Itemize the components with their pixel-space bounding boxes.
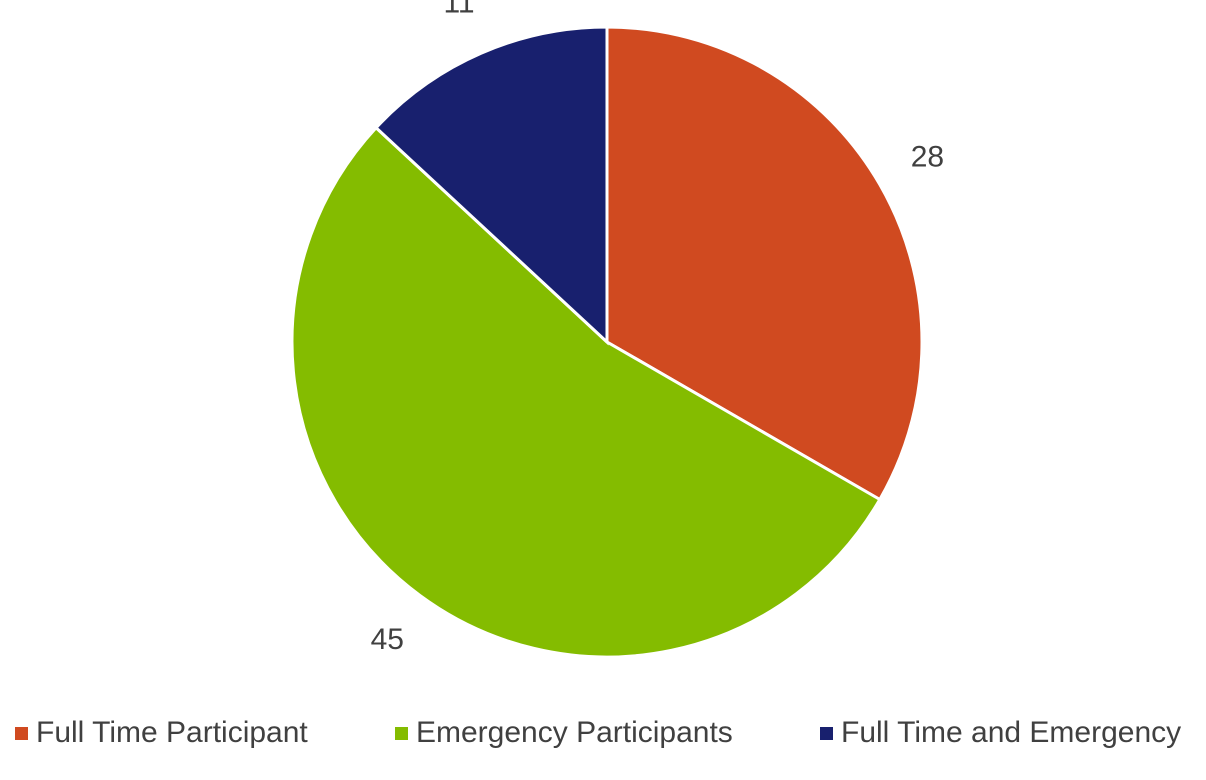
legend-item-full-time-participant: Full Time Participant: [15, 716, 308, 750]
pie-slice-emergency-participants: [290, 125, 882, 659]
legend-swatch: [15, 726, 28, 740]
data-label: 11: [443, 0, 474, 19]
legend: Full Time Participant Emergency Particip…: [0, 716, 1206, 756]
legend-item-emergency-participants: Emergency Participants: [395, 716, 733, 750]
legend-swatch: [395, 726, 408, 740]
data-labels-group: 28 45 11: [371, 0, 945, 656]
data-label: 28: [911, 141, 944, 174]
legend-item-full-time-and-emergency: Full Time and Emergency: [820, 716, 1181, 750]
legend-label: Full Time Participant: [36, 716, 308, 749]
legend-swatch: [820, 726, 833, 740]
pie-chart-plot: 28 45 11: [290, 0, 945, 659]
data-label: 45: [371, 623, 404, 656]
pie-slice-full-time-and-emergency: [373, 25, 609, 346]
slices-group: [290, 25, 924, 659]
pie-slice-full-time-participant: [605, 25, 924, 502]
legend-label: Full Time and Emergency: [841, 716, 1182, 749]
legend-label: Emergency Participants: [416, 716, 733, 749]
